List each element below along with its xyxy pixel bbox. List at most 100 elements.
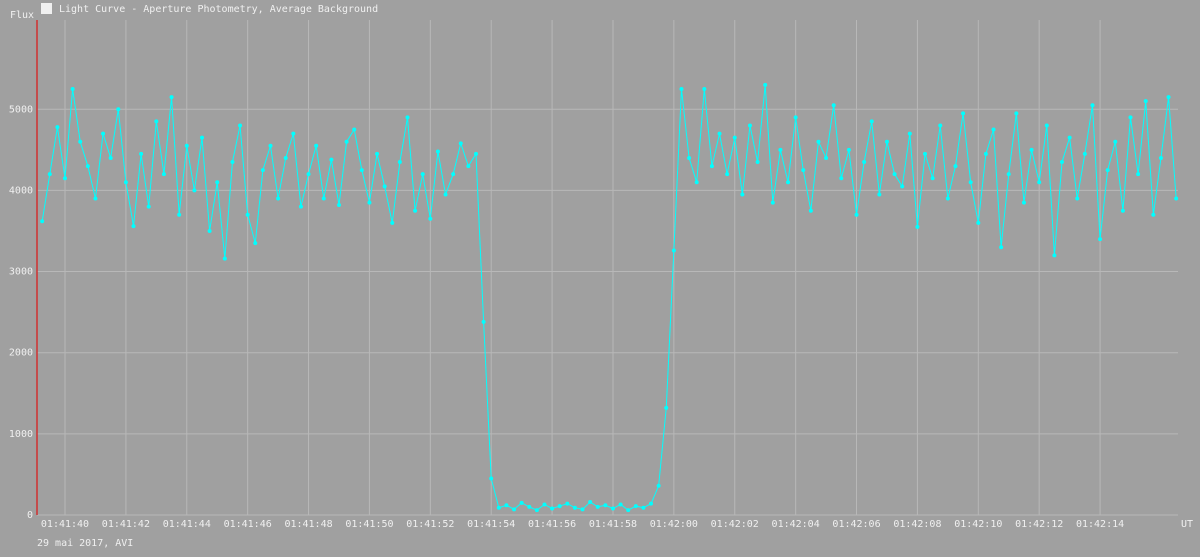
data-point [291,131,296,136]
data-point [382,184,387,189]
data-point [123,180,128,185]
data-point [664,405,669,410]
data-point [321,196,326,201]
data-point [420,172,425,177]
data-point [976,220,981,225]
data-point [839,176,844,181]
data-point [550,506,555,511]
x-tick-label: 01:41:58 [589,519,637,530]
data-point [177,212,182,217]
data-point [359,168,364,173]
data-point [473,151,478,156]
data-point [884,139,889,144]
data-point [519,500,524,505]
data-point [991,127,996,132]
data-point [595,504,600,509]
data-point [397,160,402,165]
data-point [344,139,349,144]
data-point [1014,111,1019,116]
data-point [534,508,539,513]
x-tick-label: 01:41:44 [163,519,211,530]
data-point [207,228,212,233]
data-point [953,164,958,169]
data-point [801,168,806,173]
data-point [1158,155,1163,160]
data-point [336,203,341,208]
data-point [1136,172,1141,177]
data-point [466,164,471,169]
data-point [512,507,517,512]
plot [40,82,1179,513]
data-point [116,107,121,112]
data-point [983,151,988,156]
data-point [854,212,859,217]
data-point [1082,151,1087,156]
data-point [1075,196,1080,201]
data-point [1052,253,1057,258]
data-point [314,143,319,148]
data-point [215,180,220,185]
data-point [961,111,966,116]
data-point [656,483,661,488]
data-line [41,84,1177,511]
data-point [63,176,68,181]
data-point [808,208,813,213]
data-point [390,220,395,225]
data-point [253,241,258,246]
data-point [283,155,288,160]
x-tick-label: 01:42:02 [711,519,759,530]
data-point [268,143,273,148]
data-point [763,82,768,87]
data-point [831,103,836,108]
x-tick-label: 01:41:46 [224,519,272,530]
x-tick-label: 01:41:42 [102,519,150,530]
y-tick-label: 0 [27,510,33,521]
data-point [786,180,791,185]
data-point [298,204,303,209]
y-axis-label: Flux [10,10,34,21]
x-tick-label: 01:42:04 [772,519,820,530]
data-point [907,131,912,136]
data-point [200,135,205,140]
data-point [610,506,615,511]
data-point [131,224,136,229]
x-tick-label: 01:42:10 [954,519,1002,530]
x-axis-label: UT [1181,519,1193,530]
data-point [139,151,144,156]
data-point [1143,99,1148,104]
data-point [222,256,227,261]
data-point [108,155,113,160]
data-point [101,131,106,136]
data-point [1037,180,1042,185]
data-point [527,504,532,509]
data-point [1098,237,1103,242]
data-point [930,176,935,181]
app-icon [41,3,52,14]
data-point [923,151,928,156]
grid: 0 1000 2000 3000 4000 5000 01:41:40 01:41:42 01:… [9,20,1178,530]
data-point [900,184,905,189]
data-point [649,501,654,506]
data-point [47,172,52,177]
x-tick-label: 01:41:54 [467,519,515,530]
x-tick-label: 01:42:08 [893,519,941,530]
data-point [451,172,456,177]
y-tick-label: 2000 [9,348,33,359]
data-point [1113,139,1118,144]
x-tick-label: 01:42:12 [1015,519,1063,530]
data-point [192,188,197,193]
data-point [1006,172,1011,177]
data-point [1060,160,1065,165]
data-point [793,115,798,120]
data-point [405,115,410,120]
data-point [588,500,593,505]
data-point [1044,123,1049,128]
data-point [1029,147,1034,152]
data-point [375,151,380,156]
data-point [1128,115,1133,120]
data-point [626,508,631,513]
data-point [40,219,45,224]
data-point [489,476,494,481]
